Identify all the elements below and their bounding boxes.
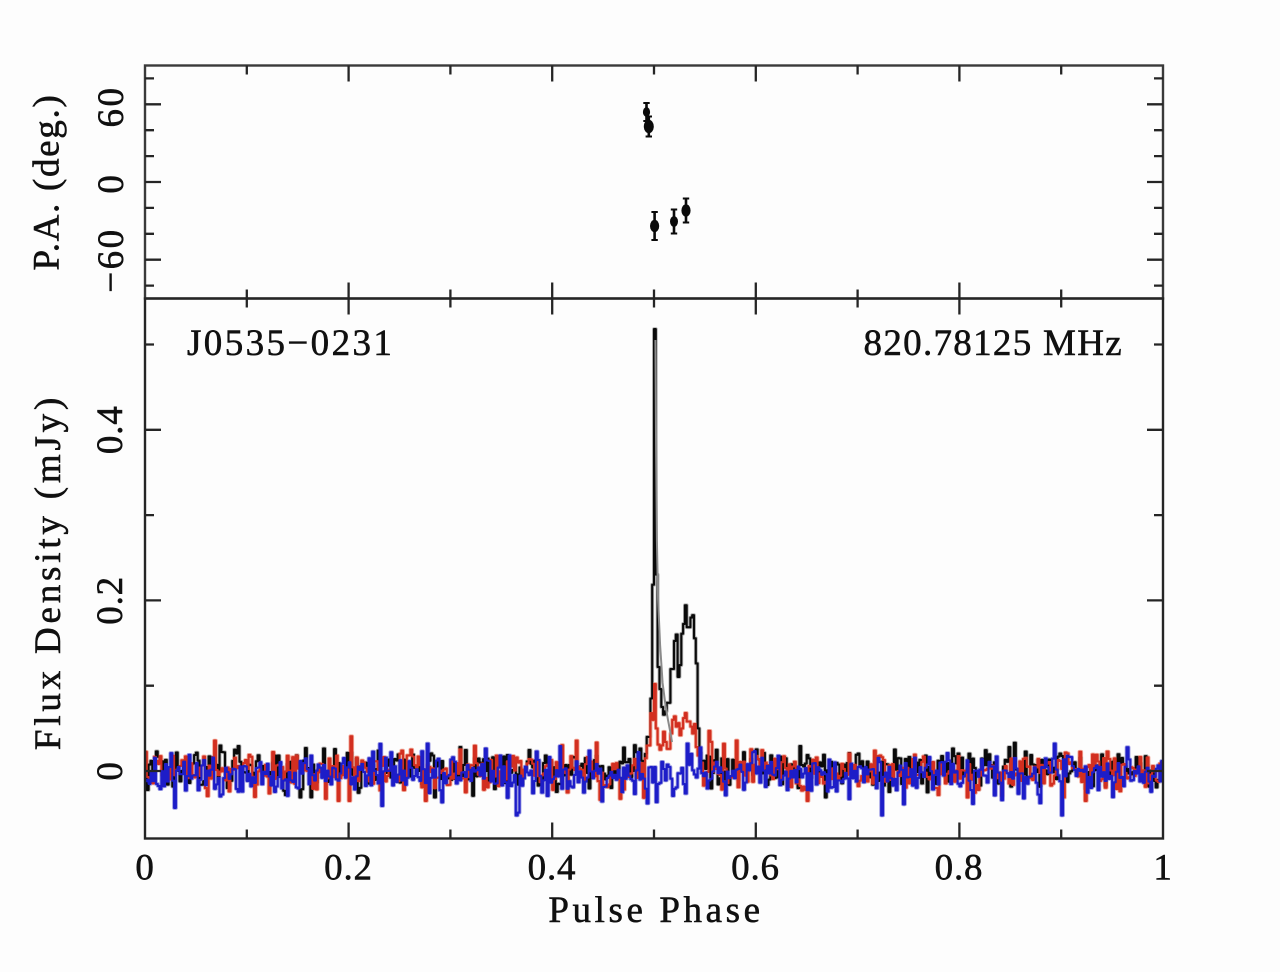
svg-text:J0535−0231: J0535−0231	[187, 323, 394, 364]
svg-text:820.78125 MHz: 820.78125 MHz	[864, 323, 1123, 364]
svg-text:1: 1	[1153, 848, 1172, 889]
svg-text:0: 0	[91, 174, 132, 193]
svg-text:60: 60	[91, 86, 132, 128]
svg-text:0: 0	[135, 848, 154, 889]
svg-text:Pulse Phase: Pulse Phase	[548, 890, 763, 931]
svg-text:0: 0	[90, 761, 131, 780]
svg-text:0.4: 0.4	[90, 405, 131, 454]
svg-text:P.A. (deg.): P.A. (deg.)	[27, 94, 68, 271]
svg-text:0.4: 0.4	[528, 848, 577, 889]
svg-text:Flux Density (mJy): Flux Density (mJy)	[28, 394, 69, 750]
svg-text:0.2: 0.2	[90, 576, 131, 625]
svg-text:0.6: 0.6	[731, 848, 780, 889]
svg-text:0.2: 0.2	[324, 848, 373, 889]
svg-text:−60: −60	[91, 227, 132, 292]
svg-text:0.8: 0.8	[935, 848, 984, 889]
